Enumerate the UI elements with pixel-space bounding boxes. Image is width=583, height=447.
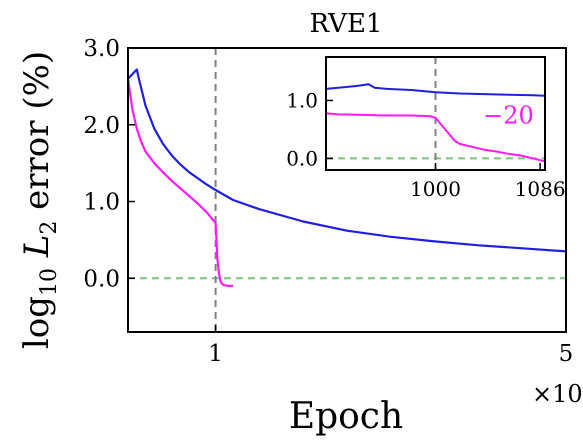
x-axis-multiplier-base: ×10	[532, 380, 583, 408]
main-y-tick-label-3: 3.0	[83, 36, 120, 62]
inset-series-1	[325, 112, 546, 163]
y-axis-label-prefix: log	[17, 296, 57, 349]
y-axis-label-var-sub: 2	[37, 221, 62, 235]
x-axis-multiplier: ×103	[532, 377, 583, 408]
main-x-tick-label-1: 5	[559, 341, 574, 367]
inset-y-tick-label-0: 0.0	[286, 146, 318, 170]
main-x-tick-label-0: 1	[208, 341, 223, 367]
x-axis-label: Epoch	[289, 396, 403, 437]
inset-x-tick-label-0: 1000	[410, 177, 461, 201]
inset-plot: 0.0 1.0 1000 1086 −20	[286, 56, 566, 201]
main-series-0	[127, 68, 567, 253]
main-y-tick-label-2: 2.0	[83, 113, 120, 139]
y-axis-label-suffix: error (%)	[17, 51, 57, 210]
y-axis-label-var: L	[17, 235, 57, 259]
inset-series-0	[325, 83, 546, 97]
inset-x-tick-label-1: 1086	[515, 177, 566, 201]
y-axis-label-sub: 10	[37, 268, 62, 296]
chart-title: RVE1	[310, 9, 383, 39]
main-y-tick-label-1: 1.0	[83, 190, 120, 216]
inset-y-tick-label-1: 1.0	[286, 88, 318, 112]
main-frame	[127, 47, 567, 333]
y-axis-label: log10 L2 error (%)	[17, 51, 62, 349]
inset-annotation: −20	[483, 102, 534, 130]
main-y-tick-label-0: 0.0	[83, 266, 120, 292]
main-series-1	[126, 78, 234, 287]
